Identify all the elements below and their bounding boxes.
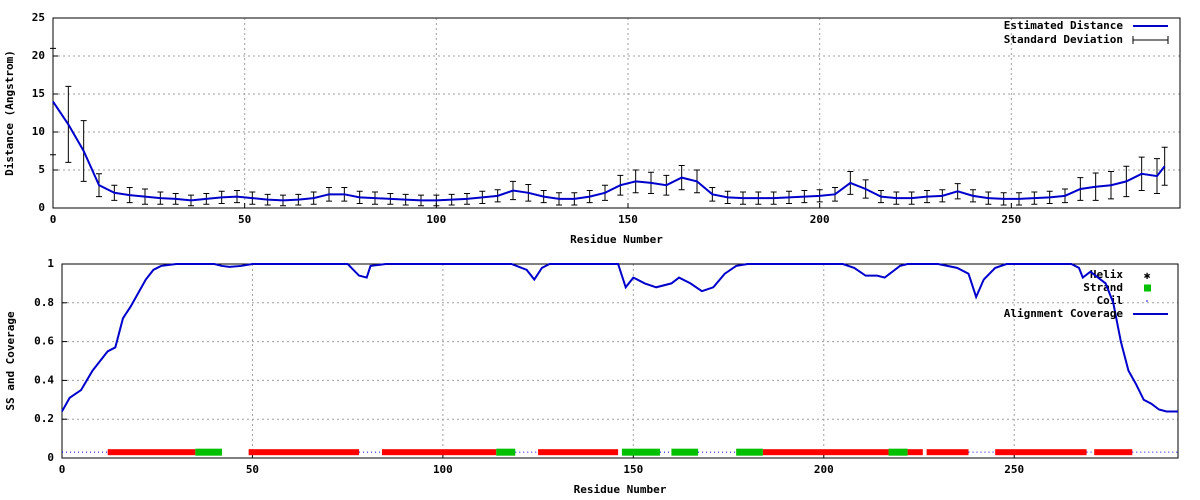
y-tick-label: 25 (32, 11, 45, 24)
legend-label: Strand (1083, 281, 1123, 294)
x-tick-label: 250 (1001, 213, 1021, 226)
ss-segment (621, 448, 660, 456)
ss-segment (107, 449, 196, 456)
legend-swatch (1144, 284, 1151, 292)
y-axis-label: SS and Coverage (4, 311, 17, 411)
legend-label: Standard Deviation (1004, 33, 1123, 46)
y-tick-label: 20 (32, 49, 45, 62)
legend-swatch (1146, 300, 1148, 302)
plot-frame (61, 263, 1179, 459)
legend-label: Coil (1097, 294, 1124, 307)
error-bar (1161, 146, 1168, 186)
x-tick-label: 0 (59, 463, 66, 476)
ss-segment (907, 449, 923, 456)
x-axis-label: Residue Number (570, 233, 663, 246)
y-tick-label: 0 (47, 451, 54, 464)
ss-segment (926, 449, 969, 456)
y-tick-label: 1 (47, 257, 54, 270)
y-tick-label: 5 (38, 163, 45, 176)
x-axis-label: Residue Number (574, 483, 667, 496)
ss-segment (762, 449, 889, 456)
x-tick-label: 200 (810, 213, 830, 226)
y-tick-label: 0.4 (34, 373, 54, 386)
y-tick-label: 10 (32, 125, 45, 138)
y-axis-label: Distance (Angstrom) (3, 50, 16, 176)
ss-segment (671, 448, 699, 456)
x-tick-label: 0 (50, 213, 57, 226)
ss-segment (195, 448, 222, 456)
data-line (52, 101, 1166, 202)
x-tick-label: 100 (426, 213, 446, 226)
x-tick-label: 100 (433, 463, 453, 476)
x-tick-label: 150 (618, 213, 638, 226)
y-tick-label: 0.2 (34, 412, 54, 425)
legend-swatch (1132, 36, 1169, 44)
y-tick-label: 0 (38, 201, 45, 214)
x-tick-label: 150 (623, 463, 643, 476)
legend-label: Alignment Coverage (1004, 307, 1124, 320)
legend-label: Estimated Distance (1004, 19, 1124, 32)
ss-segment (888, 448, 908, 456)
x-tick-label: 200 (814, 463, 834, 476)
ss-segment (538, 449, 619, 456)
x-tick-label: 50 (238, 213, 251, 226)
ss-segment (736, 448, 763, 456)
ss-segment (1094, 449, 1133, 456)
ss-segment (496, 448, 516, 456)
y-tick-label: 0.6 (34, 335, 54, 348)
y-tick-label: 15 (32, 87, 45, 100)
ss-segment (381, 449, 497, 456)
ss-segment (248, 449, 360, 456)
x-tick-label: 250 (1004, 463, 1024, 476)
x-tick-label: 50 (246, 463, 259, 476)
ss-segment (995, 449, 1087, 456)
legend-swatch: ✱ (1144, 269, 1151, 282)
data-line (61, 263, 1178, 413)
y-tick-label: 0.8 (34, 296, 54, 309)
